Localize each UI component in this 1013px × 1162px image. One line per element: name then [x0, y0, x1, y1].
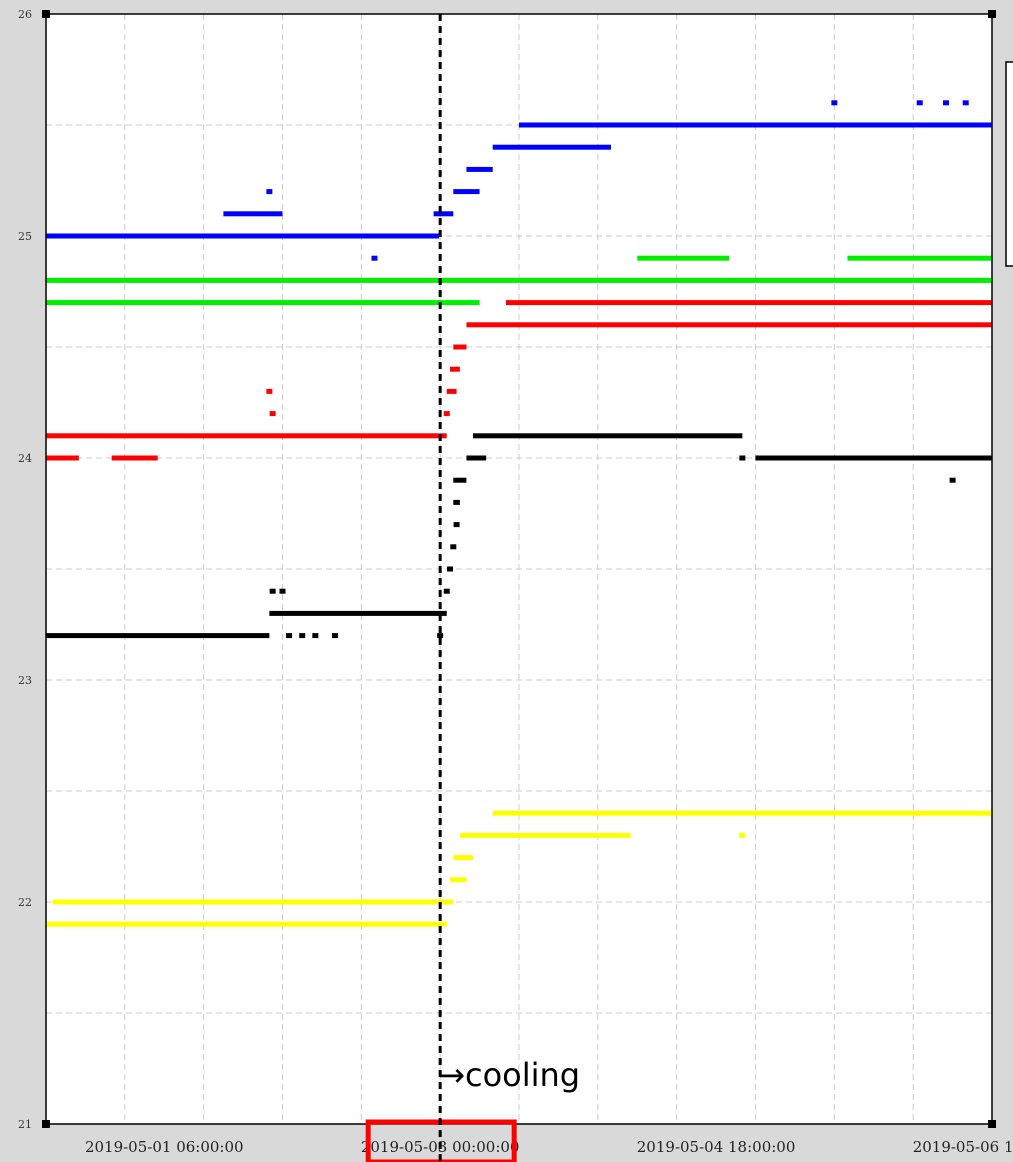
data-point: [312, 633, 319, 639]
data-point: [371, 255, 378, 261]
series-3: [46, 433, 992, 639]
data-point: [831, 100, 838, 106]
series-segment: [46, 633, 270, 639]
cooling-annotation: →cooling: [438, 1056, 580, 1094]
corner-handle: [42, 1120, 50, 1128]
series-segment: [111, 455, 158, 461]
data-point: [332, 633, 339, 639]
series-segment: [519, 122, 992, 128]
y-tick-label: 22: [18, 896, 32, 909]
series-segment: [453, 855, 474, 861]
data-point: [450, 544, 457, 550]
series-segment: [46, 300, 480, 306]
y-tick-label: 21: [18, 1118, 32, 1131]
y-tick-label: 24: [18, 452, 32, 465]
x-tick-label: 2019-05-01 06:00:00: [85, 1138, 244, 1156]
series-segment: [637, 255, 730, 261]
data-point: [279, 588, 286, 594]
series-1: [46, 255, 992, 306]
data-point: [943, 100, 950, 106]
series-segment: [492, 810, 992, 816]
data-point: [437, 633, 444, 639]
series-segment: [269, 610, 447, 616]
data-point: [949, 477, 956, 483]
series-segment: [466, 455, 487, 461]
series-segment: [466, 166, 493, 172]
series-segment: [446, 388, 457, 394]
data-point: [269, 411, 276, 417]
series-segment: [847, 255, 992, 261]
series-segment: [46, 921, 447, 927]
series-4: [46, 810, 992, 927]
series-segment: [473, 433, 743, 439]
y-tick-label: 23: [18, 674, 32, 687]
data-point: [453, 522, 460, 528]
x-tick-label: 2019-05-06 12:00:00: [913, 1138, 1013, 1156]
series-segment: [453, 477, 467, 483]
corner-handle: [42, 10, 50, 18]
series-segment: [450, 366, 460, 372]
series-segment: [505, 300, 992, 306]
y-tick-label: 25: [18, 230, 32, 243]
series-2: [46, 300, 992, 461]
data-point: [739, 832, 746, 838]
plot-frame: [45, 13, 993, 1125]
series-segment: [433, 211, 454, 217]
series-segment: [46, 277, 992, 283]
data-point: [266, 388, 273, 394]
data-point: [739, 455, 746, 461]
data-point: [299, 633, 306, 639]
series-segment: [459, 832, 631, 838]
series-0: [46, 100, 992, 261]
series-segment: [755, 455, 992, 461]
series-segment: [453, 499, 460, 505]
series-segment: [46, 233, 440, 239]
corner-handle: [988, 1120, 996, 1128]
series-segment: [466, 322, 992, 328]
series-segment: [223, 211, 283, 217]
legend-box: [1005, 61, 1013, 267]
series-segment: [453, 189, 480, 195]
data-point: [443, 588, 450, 594]
data-point: [266, 189, 273, 195]
corner-handle: [988, 10, 996, 18]
series-segment: [453, 344, 467, 350]
data-point: [962, 100, 969, 106]
series-segment: [492, 144, 611, 150]
data-point: [443, 411, 450, 417]
y-tick-label: 26: [18, 8, 32, 21]
series-segment: [46, 433, 447, 439]
x-tick-label: 2019-05-04 18:00:00: [637, 1138, 796, 1156]
series-segment: [46, 455, 79, 461]
data-point: [286, 633, 293, 639]
series-segment: [52, 899, 454, 905]
data-point: [447, 566, 454, 572]
series-segment: [450, 877, 467, 883]
data-point: [916, 100, 923, 106]
data-point: [269, 588, 276, 594]
